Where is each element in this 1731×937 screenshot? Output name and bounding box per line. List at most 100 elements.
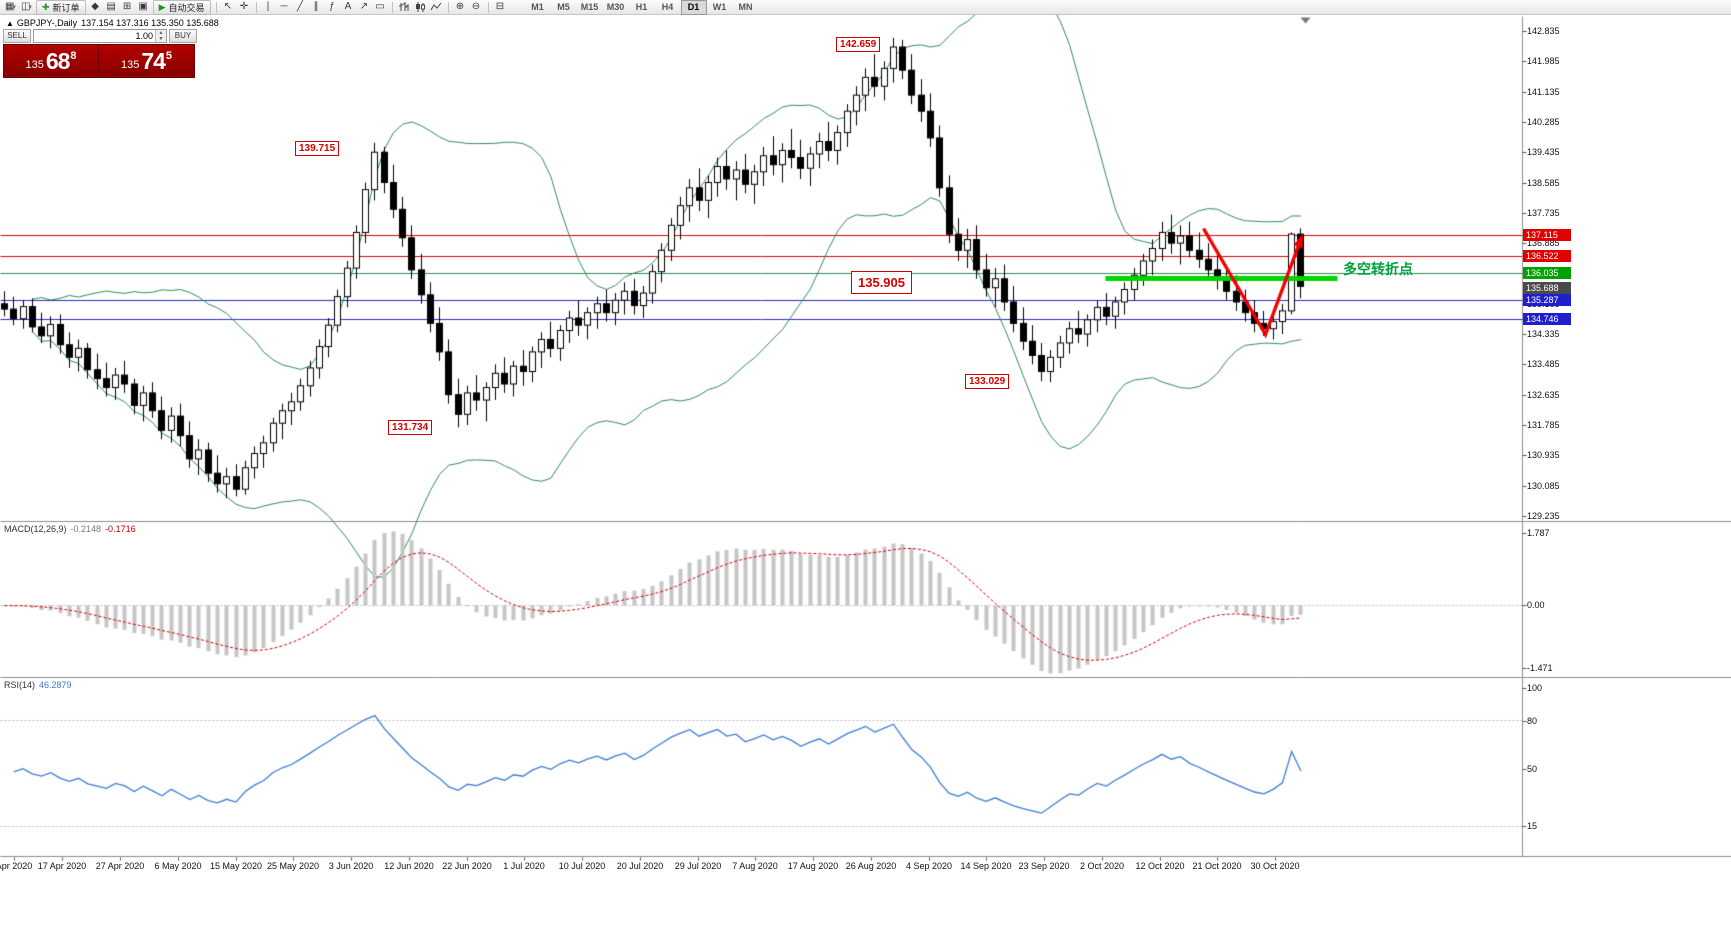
date-axis-label: 12 Oct 2020 — [1135, 861, 1185, 871]
crosshair-icon[interactable]: ✛ — [239, 0, 249, 12]
cursor-icon[interactable]: ↖ — [223, 0, 233, 12]
toolbar-separator — [391, 1, 393, 13]
timeframe-button-m5[interactable]: M5 — [557, 1, 570, 12]
chart-title: ▲ GBPJPY-,Daily 137.154 137.316 135.350 13… — [6, 18, 219, 28]
rsi-axis-label: 15 — [1527, 821, 1538, 831]
timeframe-button-d1[interactable]: D1 — [680, 0, 707, 15]
trendline-icon[interactable]: ╱ — [296, 0, 304, 12]
price-axis-label: 137.735 — [1527, 207, 1560, 218]
date-axis-label: 15 May 2020 — [209, 861, 263, 871]
profiles-icon[interactable]: ◫▾ — [21, 0, 32, 12]
market-watch-icon[interactable]: ◆ — [91, 0, 99, 12]
date-axis-label: 17 Aug 2020 — [787, 861, 839, 871]
date-axis-label: 10 Jul 2020 — [558, 861, 606, 871]
buy-mode-button[interactable]: BUY — [169, 29, 197, 43]
date-axis-label: 4 Sep 2020 — [905, 861, 953, 871]
price-annotation[interactable]: 139.715 — [295, 141, 340, 156]
data-window-icon[interactable]: ▤ — [106, 0, 116, 12]
price-axis-label: 131.785 — [1527, 420, 1560, 431]
price-annotation[interactable]: 135.905 — [851, 271, 912, 294]
date-axis-label: 7 Aug 2020 — [732, 861, 778, 871]
timeframe-button-h4[interactable]: H4 — [661, 1, 674, 12]
new-order-button[interactable]: ✚ 新订单 — [36, 0, 86, 15]
macd-axis-label: 1.787 — [1527, 528, 1550, 538]
timeframe-button-w1[interactable]: W1 — [712, 1, 727, 12]
date-axis-label: 14 Sep 2020 — [960, 861, 1012, 871]
price-annotation[interactable]: 133.029 — [965, 374, 1010, 389]
candlestick-chart-icon[interactable] — [413, 1, 428, 14]
navigator-icon[interactable]: ⊞ — [122, 0, 132, 12]
rsi-axis-label: 80 — [1527, 716, 1538, 726]
sell-mode-button[interactable]: SELL — [3, 29, 31, 43]
volume-up-icon[interactable]: ▲ — [156, 30, 166, 36]
one-click-trading-panel: SELL ▲ ▼ BUY 135 68 8 135 74 5 — [3, 29, 197, 78]
date-axis-label: Apr 2020 — [0, 861, 33, 871]
price-axis-label: 142.835 — [1527, 26, 1560, 36]
sell-price-pips: 68 — [45, 47, 71, 74]
macd-name: MACD(12,26,9) — [4, 524, 67, 534]
shapes-icon[interactable]: ▭ — [375, 0, 385, 12]
arrows-icon[interactable]: ↗ — [359, 0, 369, 12]
date-axis-label: 1 Jul 2020 — [503, 861, 545, 871]
timeframe-group: M1 M5 M15 M30 H1 H4 D1 W1 MN — [525, 0, 759, 15]
macd-axis-label: -1.471 — [1527, 663, 1553, 673]
timeframe-button-mn[interactable]: MN — [738, 1, 753, 12]
macd-indicator-label: MACD(12,26,9) -0.2148 -0.1716 — [4, 524, 136, 534]
symbol-label: GBPJPY-,Daily — [16, 18, 78, 28]
date-axis-label: 6 May 2020 — [154, 861, 202, 871]
new-chart-icon[interactable]: ▦▾ — [5, 0, 16, 12]
price-axis-label: 141.985 — [1527, 56, 1560, 67]
horizontal-line-icon[interactable]: ─ — [280, 0, 288, 12]
sell-price-figure: 135 — [25, 59, 44, 71]
collapse-arrow-icon[interactable]: ▲ — [6, 19, 14, 28]
text-label-icon[interactable]: A — [344, 0, 352, 12]
macd-signal-value: -0.1716 — [105, 524, 136, 534]
date-axis-label: 27 Apr 2020 — [95, 861, 145, 871]
price-annotation[interactable]: 142.659 — [836, 37, 881, 52]
volume-spinner: ▲ ▼ — [155, 30, 166, 42]
date-axis-label: 29 Jul 2020 — [674, 861, 722, 871]
timeframe-button-m30[interactable]: M30 — [606, 1, 625, 12]
zoom-in-icon[interactable]: ⊕ — [455, 0, 465, 12]
timeframe-button-m1[interactable]: M1 — [531, 1, 544, 12]
price-axis-label: 138.585 — [1527, 177, 1560, 188]
price-axis-label: 133.485 — [1527, 359, 1560, 370]
price-tag: 136.035 — [1523, 267, 1571, 280]
price-axis-label: 136.885 — [1527, 238, 1560, 249]
sell-price-button[interactable]: 135 68 8 — [3, 44, 99, 78]
price-tag: 135.688 — [1523, 281, 1571, 294]
zoom-out-icon[interactable]: ⊖ — [471, 0, 481, 12]
date-axis-label: 17 Apr 2020 — [37, 861, 87, 871]
price-tag: 134.746 — [1523, 313, 1571, 326]
annotation-note-text[interactable]: 多空转折点 — [1343, 261, 1413, 277]
volume-input[interactable] — [34, 30, 155, 42]
price-axis-label: 140.285 — [1527, 116, 1560, 127]
price-tag: 135.287 — [1523, 294, 1571, 307]
toolbar-separator — [487, 1, 489, 13]
vertical-line-icon[interactable]: ∣ — [265, 0, 271, 12]
buy-price-figure: 135 — [120, 59, 140, 71]
price-axis-label: 129.235 — [1527, 510, 1560, 521]
line-chart-icon[interactable] — [429, 1, 444, 14]
price-axis-label: 130.085 — [1527, 480, 1560, 491]
date-axis-label: 23 Sep 2020 — [1018, 861, 1070, 871]
macd-axis-label: 0.00 — [1527, 600, 1545, 610]
bar-chart-icon[interactable] — [397, 1, 412, 14]
timeframe-button-h1[interactable]: H1 — [635, 1, 648, 12]
timeframe-button-m15[interactable]: M15 — [580, 1, 599, 12]
price-axis-label: 139.435 — [1527, 147, 1560, 158]
buy-price-point: 5 — [165, 50, 173, 62]
terminal-icon[interactable]: ▣ — [138, 0, 148, 12]
autotrade-button[interactable]: ▶ 自动交易 — [152, 0, 211, 15]
price-annotation[interactable]: 131.734 — [388, 420, 433, 435]
rsi-name: RSI(14) — [4, 680, 36, 690]
fibonacci-icon[interactable]: ƒ — [329, 0, 335, 12]
volume-down-icon[interactable]: ▼ — [156, 36, 166, 42]
tile-windows-icon[interactable]: ⊟ — [495, 0, 505, 12]
date-axis-label: 3 Jun 2020 — [328, 861, 374, 871]
price-axis-label: 132.635 — [1527, 389, 1560, 400]
equidistant-channel-icon[interactable]: ∥ — [313, 0, 319, 12]
buy-price-button[interactable]: 135 74 5 — [99, 44, 195, 78]
